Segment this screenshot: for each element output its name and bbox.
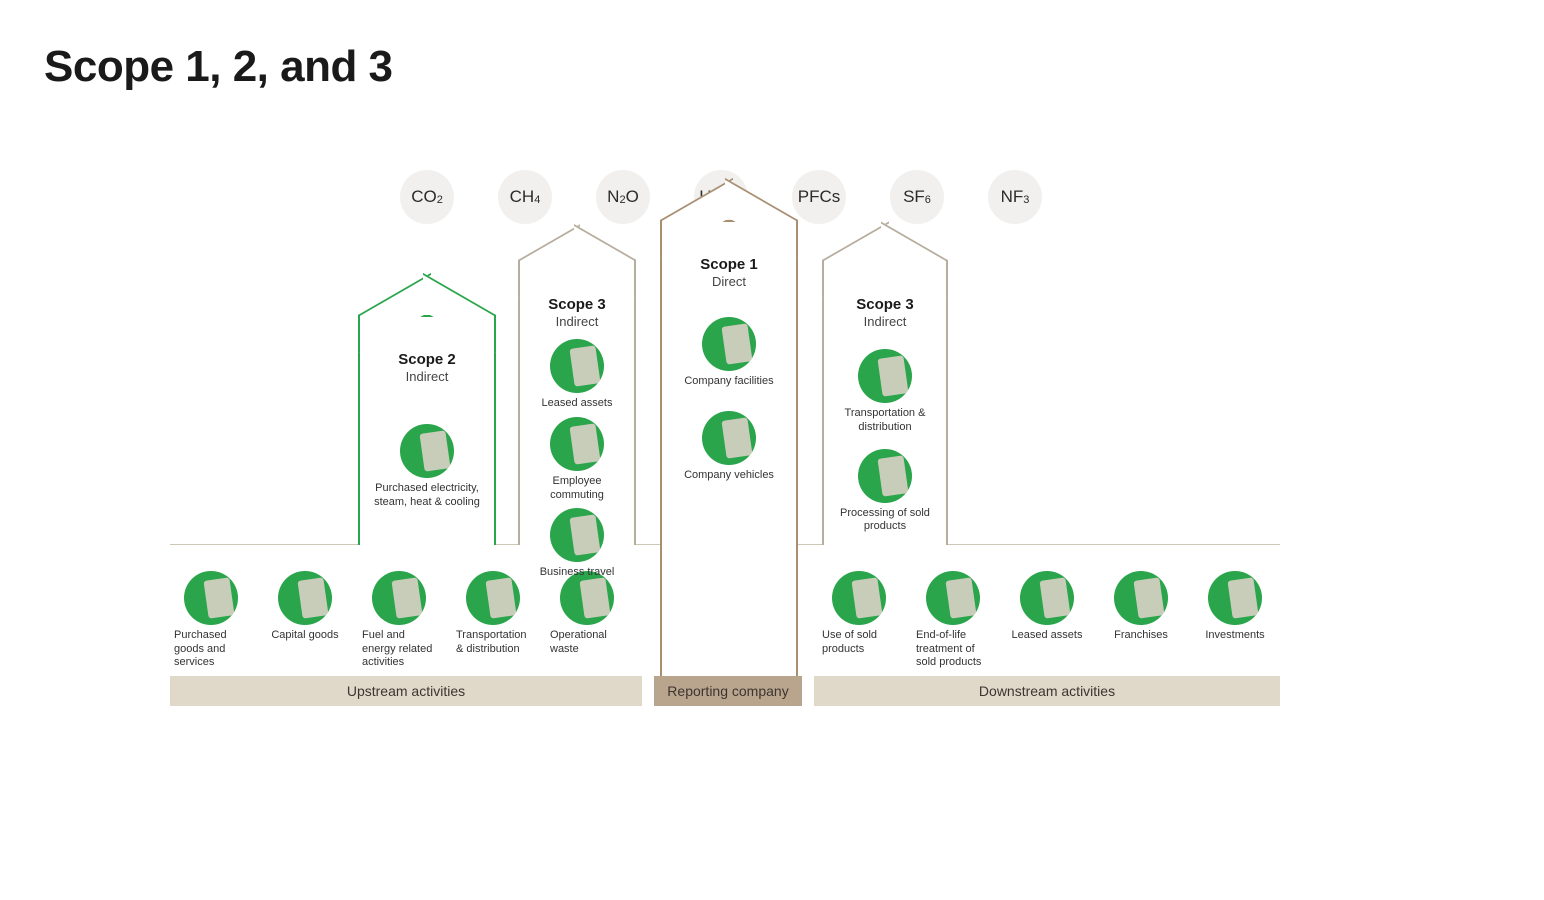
downstream-item: Investments [1198,571,1272,670]
company-facilities-icon [702,317,756,371]
downstream-footer: Downstream activities [814,676,1280,706]
scope3u-item: Leased assets [526,339,628,411]
transportation-upstream-icon [466,571,520,625]
scope1-item: Company facilities [668,317,790,389]
item-label: Capital goods [271,629,338,643]
gas-ch4: CH4 [498,170,552,224]
upstream-item: Transportation & distribution [456,571,530,670]
upstream-row: Purchased goods and services Capital goo… [174,571,624,670]
item-label: Fuel and energy related activities [362,629,436,670]
scope3d-item: Transportation & distribution [830,349,940,435]
scope3u-subtitle: Indirect [526,314,628,329]
downstream-row: Use of sold products End-of-life treatme… [822,571,1272,670]
item-label: Investments [1205,629,1264,643]
fuel-energy-icon [372,571,426,625]
upstream-item: Purchased goods and services [174,571,248,670]
scope2-column: Scope 2 Indirect Purchased electricity, … [358,315,496,545]
item-label: Use of sold products [822,629,896,657]
company-vehicles-icon [702,411,756,465]
scope3u-item: Business travel [526,508,628,580]
gas-nf3: NF3 [988,170,1042,224]
item-label: Transportation & distribution [456,629,530,657]
scope3d-title: Scope 3 [830,296,940,313]
scope1-subtitle: Direct [668,274,790,289]
leased-assets-down-icon [1020,571,1074,625]
item-label: Franchises [1114,629,1168,643]
purchased-electricity-icon [400,424,454,478]
investments-icon [1208,571,1262,625]
upstream-item: Operational waste [550,571,624,670]
processing-sold-products-icon [858,449,912,503]
upstream-footer: Upstream activities [170,676,642,706]
gas-co2: CO2 [400,170,454,224]
scope1-title: Scope 1 [668,256,790,273]
franchises-icon [1114,571,1168,625]
item-label: Leased assets [1012,629,1083,643]
downstream-item: Use of sold products [822,571,896,670]
gas-pfcs: PFCs [792,170,846,224]
gas-sf6: SF6 [890,170,944,224]
capital-goods-icon [278,571,332,625]
item-label: Leased assets [542,397,613,411]
page-title: Scope 1, 2, and 3 [44,42,393,92]
downstream-item: Leased assets [1010,571,1084,670]
scope2-item: Purchased electricity, steam, heat & coo… [366,424,488,510]
scope-diagram: CO2 CH4 N2O HFCs PFCs SF6 NF3 Scope 2 In… [170,160,1280,720]
upstream-item: Fuel and energy related activities [362,571,436,670]
use-of-sold-products-icon [832,571,886,625]
scope2-subtitle: Indirect [366,369,488,384]
upstream-item: Capital goods [268,571,342,670]
item-label: Employee commuting [526,475,628,503]
scope3-downstream-column: Scope 3 Indirect Transportation & distri… [822,260,948,545]
scope3d-subtitle: Indirect [830,314,940,329]
downstream-item: End-of-life treatment of sold products [916,571,990,670]
scope1-column: Scope 1 Direct Company facilities Compan… [660,220,798,676]
item-label: End-of-life treatment of sold products [916,629,990,670]
item-label: Business travel [540,566,615,580]
scope2-title: Scope 2 [366,351,488,368]
purchased-goods-icon [184,571,238,625]
item-label: Purchased goods and services [174,629,248,670]
scope3d-item: Processing of sold products [830,449,940,535]
scope1-item: Company vehicles [668,411,790,483]
business-travel-icon [550,508,604,562]
item-label: Company facilities [684,375,773,389]
item-label: Operational waste [550,629,624,657]
reporting-footer: Reporting company [654,676,802,706]
item-label: Processing of sold products [830,507,940,535]
end-of-life-icon [926,571,980,625]
scope3-upstream-column: Scope 3 Indirect Leased assets Employee … [518,260,636,545]
downstream-item: Franchises [1104,571,1178,670]
item-label: Transportation & distribution [830,407,940,435]
leased-assets-icon [550,339,604,393]
scope3u-title: Scope 3 [526,296,628,313]
gas-n2o: N2O [596,170,650,224]
transportation-distribution-icon [858,349,912,403]
item-label: Company vehicles [684,469,774,483]
item-label: Purchased electricity, steam, heat & coo… [372,482,482,510]
employee-commuting-icon [550,417,604,471]
scope3u-item: Employee commuting [526,417,628,503]
